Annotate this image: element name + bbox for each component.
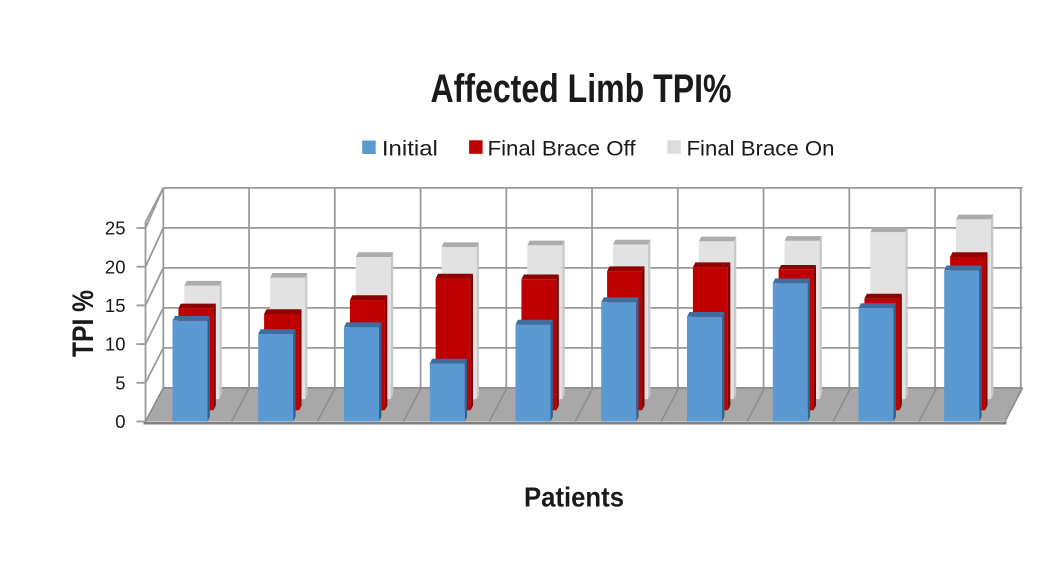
svg-text:10: 10 xyxy=(105,334,126,355)
svg-text:20: 20 xyxy=(105,256,126,277)
svg-text:5: 5 xyxy=(115,372,125,393)
svg-text:0: 0 xyxy=(115,411,125,432)
svg-text:TPI %: TPI % xyxy=(67,290,100,357)
svg-text:Final Brace On: Final Brace On xyxy=(687,137,835,160)
svg-text:25: 25 xyxy=(105,218,126,239)
svg-text:Final Brace Off: Final Brace Off xyxy=(488,137,636,160)
svg-text:Initial: Initial xyxy=(382,137,438,160)
svg-text:Affected Limb TPI%: Affected Limb TPI% xyxy=(431,67,732,111)
svg-text:15: 15 xyxy=(105,295,126,316)
svg-text:Patients: Patients xyxy=(524,482,624,513)
